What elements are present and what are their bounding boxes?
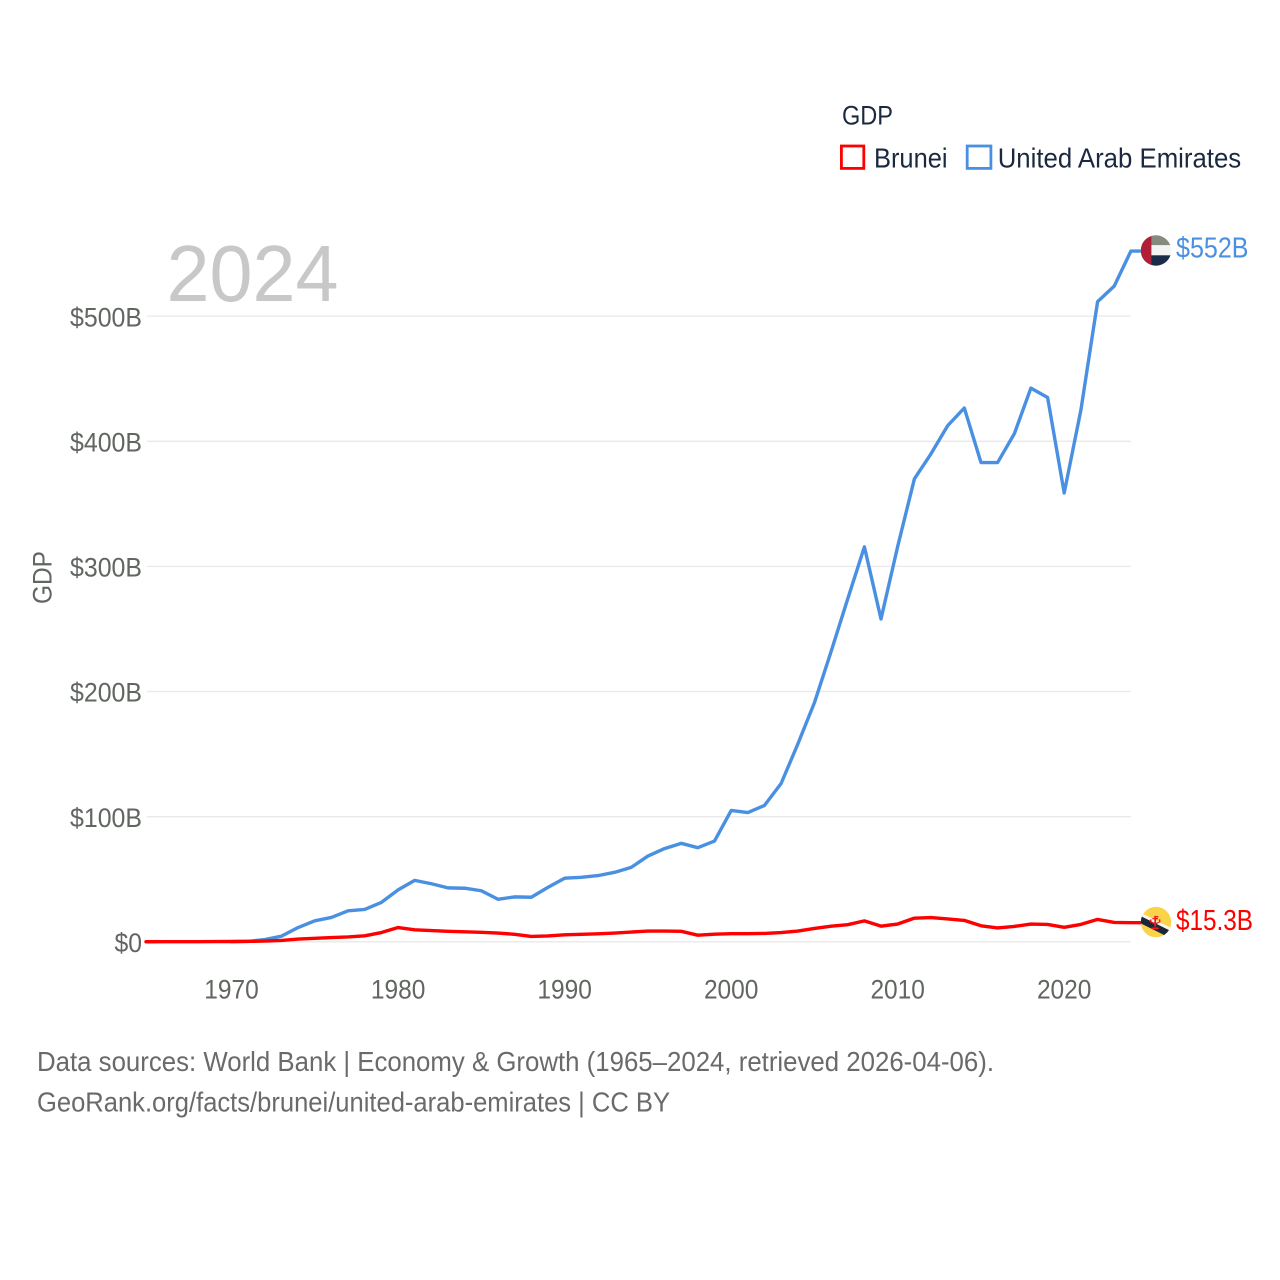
svg-text:1970: 1970 xyxy=(204,974,259,1004)
svg-text:$100B: $100B xyxy=(70,803,142,833)
svg-text:Data sources: World Bank | Eco: Data sources: World Bank | Economy & Gro… xyxy=(37,1046,994,1077)
svg-text:Brunei: Brunei xyxy=(874,142,948,173)
svg-text:GeoRank.org/facts/brunei/unite: GeoRank.org/facts/brunei/united-arab-emi… xyxy=(37,1087,670,1118)
svg-text:1980: 1980 xyxy=(371,974,426,1004)
svg-text:2020: 2020 xyxy=(1037,974,1092,1004)
svg-text:GDP: GDP xyxy=(842,101,893,131)
svg-text:2000: 2000 xyxy=(704,974,759,1004)
svg-text:GDP: GDP xyxy=(28,551,58,604)
svg-text:1990: 1990 xyxy=(537,974,592,1004)
svg-text:$200B: $200B xyxy=(70,678,142,708)
svg-text:$0: $0 xyxy=(115,928,143,958)
svg-text:$15.3B: $15.3B xyxy=(1176,905,1253,937)
svg-text:$400B: $400B xyxy=(70,428,142,458)
svg-text:United Arab Emirates: United Arab Emirates xyxy=(998,142,1241,173)
svg-text:2024: 2024 xyxy=(167,229,339,318)
svg-text:$500B: $500B xyxy=(70,302,142,332)
svg-text:$552B: $552B xyxy=(1176,233,1249,265)
svg-text:$300B: $300B xyxy=(70,553,142,583)
svg-text:2010: 2010 xyxy=(870,974,925,1004)
